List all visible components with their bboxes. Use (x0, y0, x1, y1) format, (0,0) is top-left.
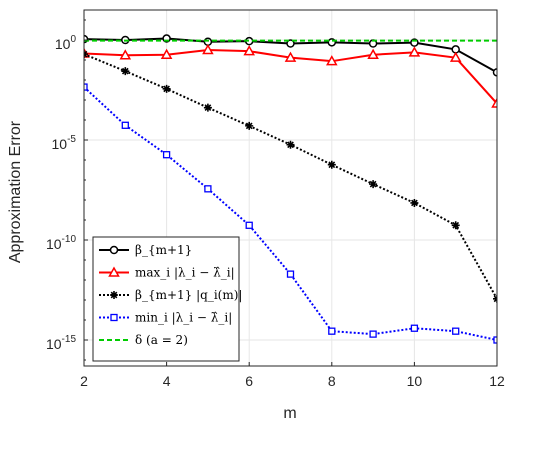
y-tick-label: 10-15 (46, 334, 76, 352)
data-point (367, 48, 379, 59)
data-point (369, 330, 377, 338)
series-layer (84, 34, 497, 344)
data-point (327, 160, 336, 169)
legend: β_{m+1} max_i |λ_i − λ̂_i| β_{m+1} |q_i(m)… (92, 236, 242, 362)
data-point (451, 221, 460, 230)
data-point (452, 327, 460, 335)
legend-marker (108, 266, 120, 277)
data-point (162, 84, 171, 93)
data-point (284, 51, 297, 62)
x-tick-label: 2 (80, 373, 88, 389)
data-point (204, 185, 212, 193)
series-3 (84, 83, 497, 344)
legend-entry: β_{m+1} |q_i(m)| (135, 288, 242, 302)
data-point (202, 43, 214, 55)
y-tick-label: 10-5 (52, 134, 77, 152)
data-point (328, 327, 336, 335)
x-tick-label: 8 (328, 373, 336, 389)
x-axis-label: m (283, 405, 296, 422)
ticks: 2 4 6 8 10 12 100 10-5 10-10 10-15 (46, 19, 505, 389)
x-tick-label: 6 (245, 373, 253, 389)
legend-entry: min_i |λ_i − λ̂_i| (135, 311, 232, 325)
data-point (410, 324, 419, 332)
data-point (492, 68, 497, 77)
legend-entry: max_i |λ_i − λ̂_i| (135, 266, 235, 280)
data-point (493, 336, 497, 344)
data-point (162, 151, 171, 159)
axes-box (83, 9, 498, 367)
data-point (286, 270, 295, 278)
data-point (449, 51, 462, 62)
plot-area (84, 34, 497, 344)
x-tick-label: 4 (163, 373, 171, 389)
legend-marker (110, 313, 118, 322)
data-point (491, 97, 497, 108)
data-point (121, 67, 130, 76)
y-tick-label: 100 (55, 34, 77, 52)
x-tick-label: 12 (489, 373, 505, 389)
data-point (408, 46, 421, 57)
x-tick-label: 10 (407, 373, 423, 389)
data-point (286, 140, 295, 149)
data-point (160, 48, 173, 59)
data-point (369, 180, 378, 189)
legend-marker (110, 291, 118, 299)
data-point (410, 198, 419, 207)
series-2 (84, 50, 497, 303)
data-point (84, 83, 88, 91)
data-point (245, 121, 254, 130)
plot-frame (83, 9, 498, 367)
data-point (119, 49, 132, 60)
y-axis-label: Approximation Error (7, 120, 24, 263)
data-point (243, 45, 255, 56)
data-point (245, 221, 253, 229)
y-tick-label: 10-10 (46, 234, 76, 252)
data-point (326, 55, 338, 66)
legend-entry: δ (a = 2) (135, 333, 188, 347)
data-point (121, 121, 129, 129)
data-point (286, 39, 295, 48)
legend-entry: β_{m+1} (135, 243, 192, 257)
legend-marker (109, 245, 119, 255)
data-point (203, 103, 212, 112)
